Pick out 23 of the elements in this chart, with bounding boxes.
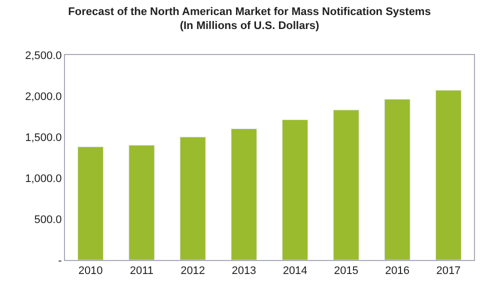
x-tick-label: 2011: [130, 265, 154, 278]
bar: [384, 99, 410, 260]
y-tick-label: 1,000.0: [25, 172, 62, 185]
bar: [435, 90, 462, 260]
bar: [230, 128, 257, 260]
x-tick-label: 2013: [232, 265, 256, 278]
chart-title: Forecast of the North American Market for Mass Notification Systems (In Millions of U.S. Dollars): [68, 6, 431, 32]
x-tick-label: 2012: [180, 265, 206, 278]
y-tick-label: 1,500.0: [25, 132, 62, 144]
x-tick-label: 2010: [78, 265, 103, 278]
y-tick-label: 500.0: [34, 214, 62, 226]
y-tick-label: -: [58, 254, 62, 267]
bar: [282, 120, 308, 260]
bar: [180, 136, 206, 260]
x-tick-label: 2016: [385, 265, 410, 278]
x-tick-label: 2015: [334, 265, 358, 278]
y-tick-label: 2,000.0: [25, 90, 62, 103]
bar: [78, 146, 104, 260]
bar: [128, 144, 155, 260]
x-tick-label: 2017: [436, 265, 461, 278]
x-tick-label: 2014: [282, 265, 308, 278]
y-tick-label: 2,500.0: [25, 50, 62, 62]
bar: [333, 110, 360, 260]
